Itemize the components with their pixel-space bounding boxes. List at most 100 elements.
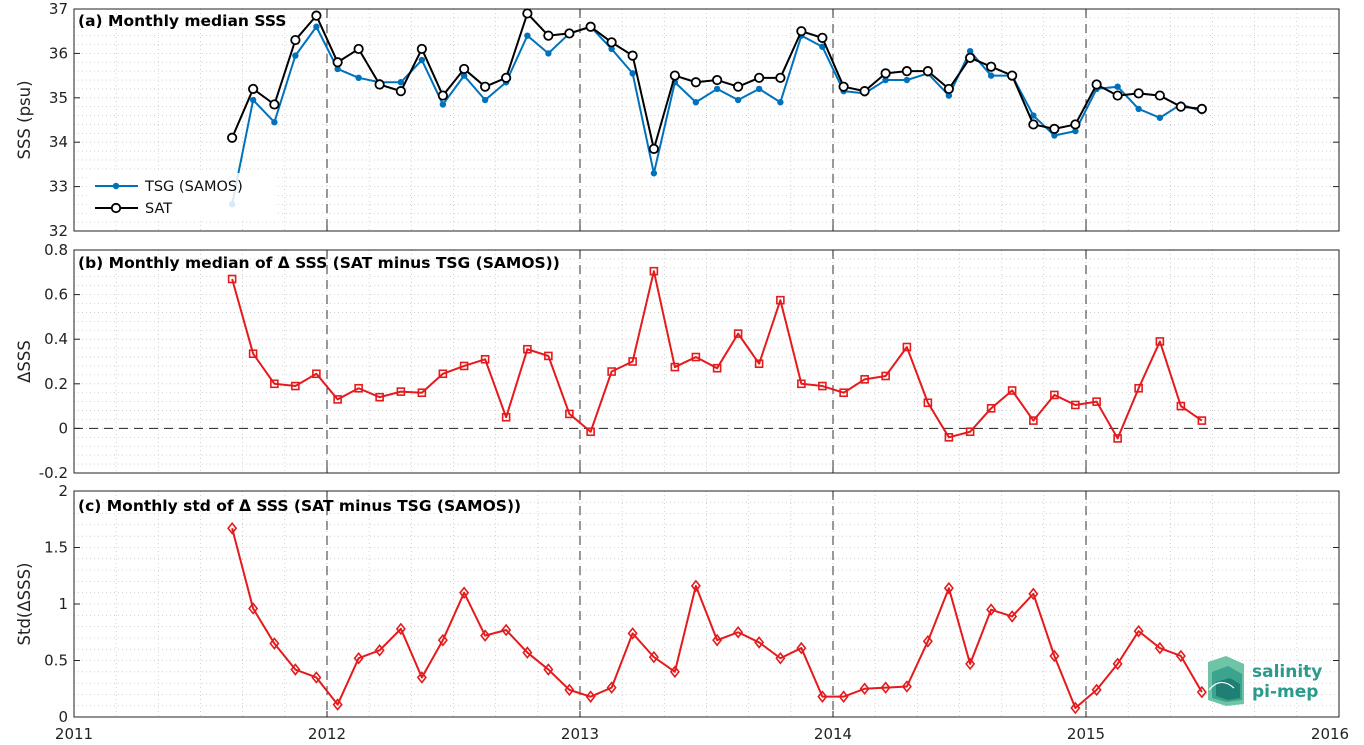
panel-a: 32 33 34 35 36 37 SSS (psu) (a) Monthly median … [15, 0, 1340, 240]
data-point [839, 388, 848, 398]
data-point [1071, 400, 1080, 410]
data-point [690, 77, 701, 88]
data-point [1029, 416, 1038, 425]
data-point [606, 681, 617, 694]
x-tick-label: 2011 [55, 725, 93, 743]
data-point [290, 34, 301, 46]
y-tick-label: 0.6 [44, 286, 68, 304]
y-tick-label: 0.8 [44, 241, 68, 259]
y-axis-label: ΔSSS [15, 340, 34, 383]
data-point [1092, 397, 1101, 406]
data-point [522, 8, 533, 19]
data-point [882, 76, 889, 84]
data-point [860, 375, 869, 384]
data-point [459, 63, 470, 75]
data-point [271, 119, 278, 126]
data-point [859, 86, 870, 97]
data-point [292, 52, 299, 59]
logo-wave-icon [1208, 656, 1244, 706]
data-point [734, 96, 742, 104]
axes-frame [73, 249, 1340, 474]
data-point [838, 690, 849, 703]
legend-sat-marker [110, 202, 122, 214]
data-point [269, 99, 280, 110]
data-point [965, 427, 975, 437]
y-tick-label: 32 [49, 222, 68, 240]
data-point [712, 74, 723, 86]
data-point [796, 26, 807, 37]
y-tick-label: 0 [58, 419, 68, 437]
data-point [227, 274, 237, 284]
data-point [923, 398, 933, 408]
data-point [1176, 401, 1186, 411]
data-point [501, 72, 512, 83]
data-point [1197, 416, 1207, 425]
data-point [1112, 657, 1123, 671]
y-tick-label: 33 [49, 178, 68, 196]
data-point [922, 635, 933, 648]
data-point [713, 85, 721, 93]
data-point [353, 651, 364, 665]
data-point [585, 690, 596, 703]
data-point [797, 379, 806, 389]
data-point [1114, 83, 1121, 90]
panel-c: 0 0.5 1 1.5 2 2011 2012 2013 2014 2015 2016 Std(ΔSS… [15, 482, 1349, 743]
data-point [437, 90, 448, 101]
data-point [880, 681, 891, 694]
data-point [670, 362, 680, 372]
x-tick-label: 2015 [1067, 725, 1105, 743]
data-point [270, 379, 279, 389]
data-point [311, 671, 322, 684]
data-point [1175, 649, 1186, 663]
salinity-pi-mep-logo: salinity pi-mep [1208, 656, 1322, 706]
data-point [669, 70, 680, 81]
data-point [943, 581, 954, 595]
data-point [353, 43, 364, 55]
series-line [231, 270, 1203, 440]
data-point [1133, 88, 1144, 99]
data-point [690, 579, 701, 593]
y-tick-label: -0.2 [39, 464, 68, 482]
data-point [648, 650, 659, 664]
x-tick-label: 2012 [308, 725, 346, 743]
data-point [564, 683, 575, 697]
axes-frame [73, 8, 1340, 232]
data-point [1155, 337, 1165, 346]
data-point [249, 96, 257, 104]
data-point [248, 349, 258, 358]
data-point [1134, 383, 1143, 393]
data-point [1135, 105, 1142, 113]
data-point [248, 83, 259, 95]
data-point [1113, 434, 1122, 443]
data-point [290, 663, 301, 676]
data-point [501, 623, 512, 637]
data-point [1030, 112, 1037, 119]
y-tick-label: 0 [58, 708, 68, 726]
data-point [945, 92, 953, 99]
data-point [543, 663, 554, 676]
data-point [669, 665, 680, 679]
data-point [775, 651, 786, 665]
data-point [649, 266, 659, 276]
x-tick-label: 2016 [1311, 725, 1349, 743]
data-point [965, 657, 976, 671]
data-point [943, 83, 954, 95]
data-point [607, 367, 616, 376]
data-point [522, 646, 533, 659]
logo-text-pi-mep: pi-mep [1252, 682, 1318, 702]
legend-tsg-label: TSG (SAMOS) [144, 179, 243, 195]
data-point [880, 68, 891, 79]
data-point [629, 70, 636, 77]
data-point [776, 295, 785, 305]
data-point [901, 680, 912, 693]
data-point [395, 86, 406, 97]
data-point [754, 72, 765, 83]
data-point [227, 132, 238, 143]
data-point [543, 30, 554, 41]
data-point [902, 342, 912, 352]
data-point [628, 357, 637, 366]
data-point [312, 369, 321, 379]
data-point [1070, 119, 1081, 130]
y-tick-label: 37 [49, 0, 68, 18]
data-point [523, 344, 532, 354]
